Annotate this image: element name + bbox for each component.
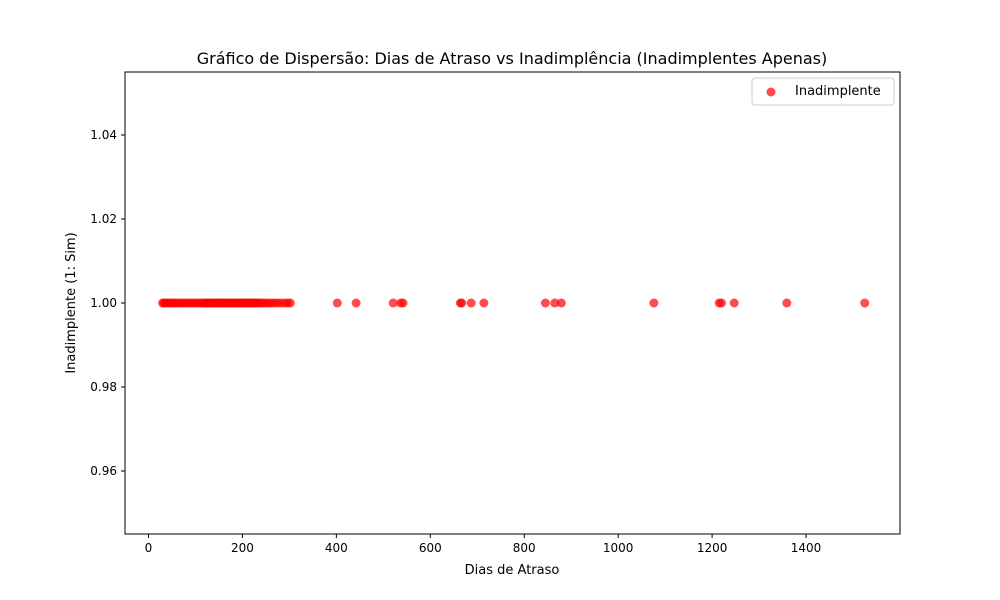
x-tick-label: 600 bbox=[419, 541, 442, 555]
y-tick-label: 0.96 bbox=[90, 464, 117, 478]
data-points bbox=[158, 298, 870, 308]
data-point bbox=[550, 298, 560, 308]
data-point bbox=[457, 298, 467, 308]
x-tick-label: 1200 bbox=[697, 541, 728, 555]
x-axis: 0 200 400 600 800 1000 1200 1400 bbox=[145, 534, 822, 555]
y-axis: 0.96 0.98 1.00 1.02 1.04 bbox=[90, 128, 125, 478]
y-axis-label: Inadimplente (1: Sim) bbox=[64, 232, 79, 373]
data-point bbox=[729, 298, 739, 308]
data-point bbox=[398, 298, 408, 308]
data-point bbox=[782, 298, 792, 308]
y-tick-label: 1.00 bbox=[90, 296, 117, 310]
x-axis-label: Dias de Atraso bbox=[465, 563, 560, 578]
y-tick-label: 1.04 bbox=[90, 128, 117, 142]
data-point bbox=[649, 298, 659, 308]
legend-label: Inadimplente bbox=[795, 84, 881, 99]
data-point bbox=[717, 298, 727, 308]
y-tick-label: 1.02 bbox=[90, 212, 117, 226]
legend-marker bbox=[766, 87, 776, 97]
x-tick-label: 200 bbox=[231, 541, 254, 555]
y-tick-label: 0.98 bbox=[90, 380, 117, 394]
data-point bbox=[285, 298, 295, 308]
data-point bbox=[479, 298, 489, 308]
x-tick-label: 1000 bbox=[603, 541, 634, 555]
x-tick-label: 0 bbox=[145, 541, 153, 555]
legend: Inadimplente bbox=[751, 77, 895, 106]
x-tick-label: 1400 bbox=[791, 541, 822, 555]
data-point bbox=[466, 298, 476, 308]
x-tick-label: 800 bbox=[513, 541, 536, 555]
data-point bbox=[860, 298, 870, 308]
x-tick-label: 400 bbox=[325, 541, 348, 555]
data-point bbox=[388, 298, 398, 308]
data-point bbox=[332, 298, 342, 308]
legend-box bbox=[751, 77, 895, 106]
data-point bbox=[556, 298, 566, 308]
data-point bbox=[540, 298, 550, 308]
chart-title: Gráfico de Dispersão: Dias de Atraso vs … bbox=[197, 49, 827, 68]
data-point bbox=[351, 298, 361, 308]
